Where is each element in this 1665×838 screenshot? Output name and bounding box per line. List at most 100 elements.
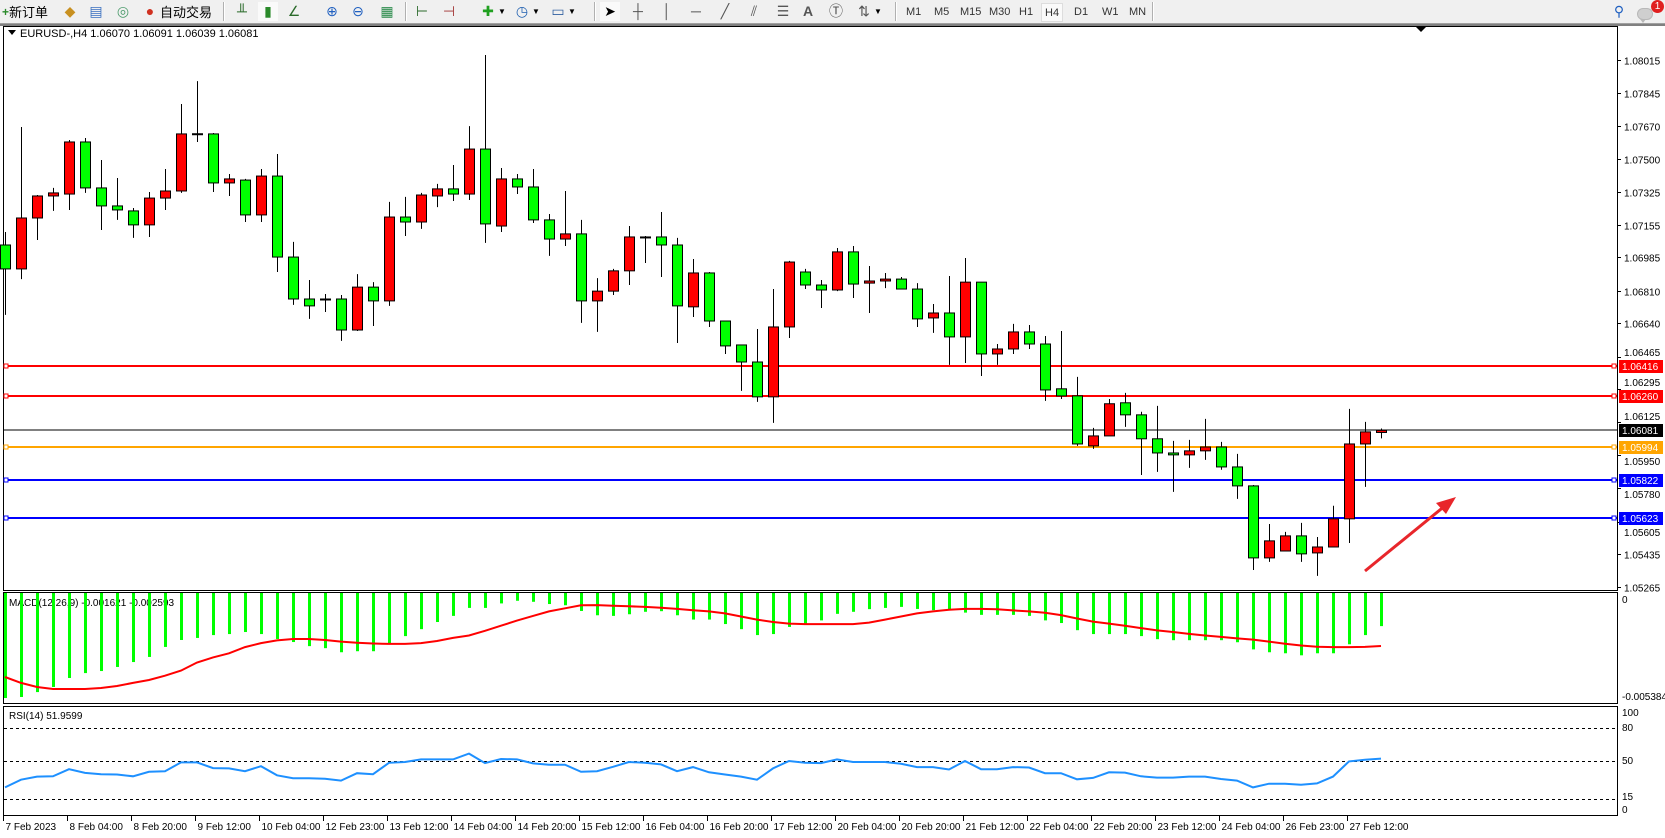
bar-chart-button[interactable]: ╨ [232, 2, 252, 21]
horizontal-lines[interactable]: 1.06416 1.06260 1.05994 1.05822 1.05623 1.060… [3, 360, 1663, 525]
search-button[interactable]: ⚲ [1609, 2, 1629, 21]
line-price-tag [1619, 512, 1663, 525]
zoom-in-button[interactable]: ⊕ [322, 2, 342, 21]
vertical-line-button[interactable]: │ [657, 2, 677, 21]
candle [992, 343, 1003, 365]
candle [1328, 505, 1339, 548]
macd-histogram-bar [948, 593, 951, 611]
candle [816, 280, 827, 308]
crosshair-button[interactable]: ┼ [628, 2, 648, 21]
candle-body-bullish [1312, 546, 1323, 554]
macd-histogram-bar [756, 593, 759, 636]
candle-body-bullish [1184, 450, 1195, 456]
candle-body-bearish [80, 141, 91, 189]
candle-body-bearish [272, 175, 283, 258]
periods-icon: ◷ [515, 3, 529, 19]
candle [1264, 524, 1275, 562]
price-panel [3, 26, 1618, 591]
candle [240, 178, 251, 223]
candle [848, 245, 859, 299]
candle [800, 268, 811, 290]
auto-trading-button[interactable]: ● 自动交易 [140, 2, 212, 21]
equidistant-channel-button[interactable]: ⫽ [744, 2, 764, 21]
price-tick-label: 1.06465 [1624, 348, 1661, 359]
time-tick-label: 12 Feb 23:00 [326, 822, 385, 833]
macd-histogram-bar [836, 593, 839, 614]
timeframe-m30[interactable]: M30 [989, 5, 1011, 18]
candle-body-bullish [960, 281, 971, 338]
candle [976, 281, 987, 376]
candle [512, 173, 523, 195]
candle [960, 258, 971, 363]
templates-button[interactable]: ▭ ▼ [548, 2, 576, 21]
autoscroll-icon: ⊣ [442, 3, 456, 19]
timeframe-m1[interactable]: M1 [906, 5, 922, 18]
timeframe-m15[interactable]: M15 [960, 5, 982, 18]
cursor-button[interactable]: ➤ [600, 2, 620, 21]
time-axis: 7 Feb 2023 8 Feb 04:00 8 Feb 20:00 9 Feb 12… [3, 816, 1409, 833]
candle-body-bearish [720, 320, 731, 347]
line-anchor-handle [3, 393, 9, 399]
candle [1040, 335, 1051, 401]
macd-histogram-bar [884, 593, 887, 608]
periods-button[interactable]: ◷ ▼ [512, 2, 540, 21]
zoom-out-button[interactable]: ⊖ [348, 2, 368, 21]
autoscroll-button[interactable]: ⊣ [439, 2, 459, 21]
macd-histogram-bar [1204, 593, 1207, 641]
search-icon: ⚲ [1613, 3, 1625, 19]
collapse-triangle-icon[interactable] [8, 30, 16, 35]
candle-body-bullish [880, 278, 891, 282]
candle-body-bullish [1200, 446, 1211, 452]
candle-body-bearish [96, 187, 107, 207]
text-label-button[interactable]: Ⓣ [826, 2, 846, 21]
trendline-button[interactable]: ╱ [715, 2, 735, 21]
candlestick-button[interactable]: ▮ [258, 2, 278, 21]
line-anchor-handle [3, 477, 9, 483]
auto-trading-icon: ● [145, 3, 155, 19]
timeframe-h1[interactable]: H1 [1019, 5, 1034, 18]
timeframe-mn[interactable]: MN [1129, 5, 1147, 18]
arrows-button[interactable]: ⇅ ▼ [854, 2, 882, 21]
toolbar: + 新订单 ◆ ▤ ◎ ● 自动交易 ╨ ▮ ∠ ⊕ ⊖ ▦ ⊢ ⊣ ✚ ▼ ◷ ▼… [0, 0, 1665, 24]
macd-histogram-bar [708, 593, 711, 620]
candle-body-bearish [704, 272, 715, 322]
data-window-button[interactable]: ▤ [86, 2, 106, 21]
macd-tick-min: -0.005384 [1622, 692, 1665, 703]
candle [144, 191, 155, 237]
market-watch-button[interactable]: ◆ [60, 2, 80, 21]
macd-histogram-bar [20, 593, 23, 697]
candlestick-icon: ▮ [264, 3, 272, 19]
time-tick-label: 27 Feb 12:00 [1350, 822, 1409, 833]
line-price-tag [1619, 360, 1663, 373]
timeframe-w1[interactable]: W1 [1102, 5, 1119, 18]
fibonacci-button[interactable]: ☰ [773, 2, 793, 21]
annotation-arrow[interactable] [1364, 497, 1456, 573]
timeframe-h4[interactable]: H4 [1041, 3, 1064, 22]
line-price-tag [1619, 441, 1663, 454]
new-order-button[interactable]: + 新订单 [2, 2, 48, 21]
indicators-button[interactable]: ✚ ▼ [478, 2, 506, 21]
price-tick-label: 1.05780 [1624, 490, 1661, 501]
notification-button[interactable] [1634, 2, 1656, 23]
macd-histogram-bar [404, 593, 407, 637]
candle [912, 283, 923, 327]
candle [832, 248, 843, 292]
line-chart-button[interactable]: ∠ [284, 2, 304, 21]
macd-histogram-bar [116, 593, 119, 667]
arrow-shaft [1364, 503, 1447, 573]
candle-body-bullish [416, 194, 427, 223]
chart-shift-marker-icon[interactable] [1416, 27, 1426, 32]
candle [368, 282, 379, 326]
tile-windows-button[interactable]: ▦ [377, 2, 397, 21]
timeframe-d1[interactable]: D1 [1074, 5, 1089, 18]
notification-badge[interactable]: 1 [1651, 0, 1664, 13]
text-button[interactable]: A [798, 2, 818, 21]
timeframe-m5[interactable]: M5 [934, 5, 950, 18]
macd-histogram-bar [1284, 593, 1287, 654]
horizontal-line-button[interactable]: ─ [686, 2, 706, 21]
chart-shift-button[interactable]: ⊢ [412, 2, 432, 21]
rsi-tick-label: 15 [1622, 792, 1634, 803]
signals-button[interactable]: ◎ [113, 2, 133, 21]
candle-body-bullish [192, 133, 203, 136]
